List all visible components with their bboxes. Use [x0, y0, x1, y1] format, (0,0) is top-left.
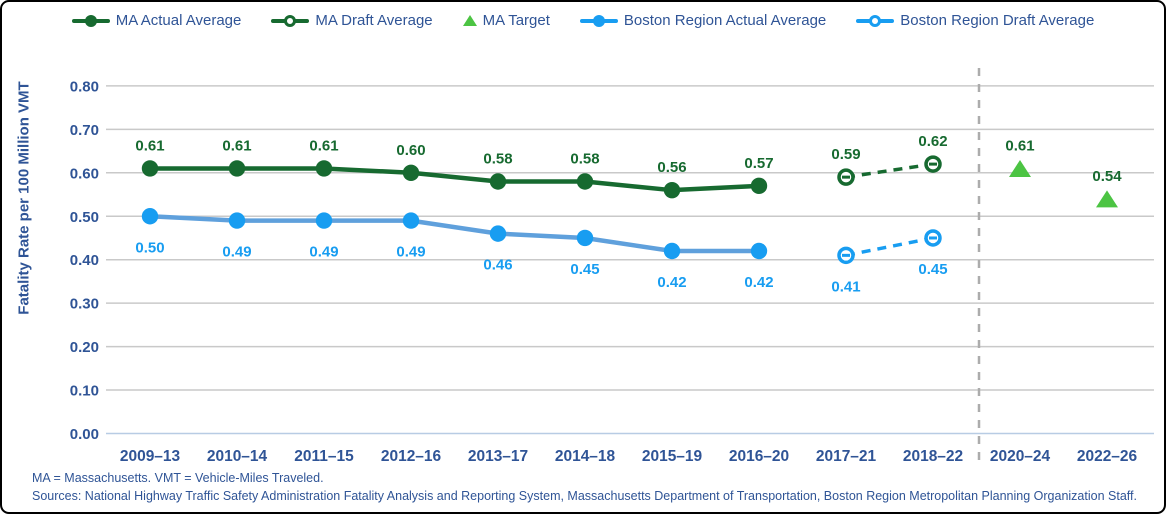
- ma-target-marker: [1009, 159, 1031, 177]
- boston-actual-data-label: 0.50: [135, 239, 164, 256]
- x-tick-label: 2016–20: [729, 448, 789, 465]
- ma-actual-data-label: 0.56: [657, 159, 686, 176]
- series-boston-draft: [837, 229, 942, 265]
- legend-label: MA Draft Average: [315, 12, 433, 29]
- legend-label: MA Target: [482, 12, 550, 29]
- series-ma-target: [1009, 159, 1118, 208]
- x-tick-label: 2014–18: [555, 448, 616, 465]
- boston-actual-data-label: 0.46: [483, 257, 512, 274]
- legend-triangle-icon: [462, 13, 477, 29]
- sources-note: Sources: National Highway Traffic Safety…: [32, 489, 1137, 504]
- x-tick-label: 2013–17: [468, 448, 528, 465]
- legend-item-3: Boston Region Actual Average: [579, 12, 827, 29]
- legend-item-4: Boston Region Draft Average: [856, 12, 1094, 29]
- ma-actual-marker: [750, 177, 768, 195]
- ma-target-data-label: 0.54: [1092, 168, 1122, 185]
- legend-item-2: MA Target: [462, 12, 550, 29]
- boston-actual-data-label: 0.45: [570, 261, 599, 278]
- ma-actual-marker: [228, 160, 246, 177]
- legend-filled-circle-line-icon: [579, 13, 618, 29]
- x-tick-label: 2022–26: [1077, 448, 1138, 465]
- boston-draft-line: [845, 236, 934, 258]
- boston-actual-marker: [228, 212, 246, 229]
- legend-open-circle-line-icon: [271, 13, 310, 29]
- series-ma-actual: [141, 160, 768, 199]
- x-tick-label: 2020–24: [990, 448, 1051, 465]
- legend-label: Boston Region Actual Average: [623, 12, 827, 29]
- boston-actual-data-label: 0.49: [396, 244, 425, 261]
- boston-draft-data-label: 0.41: [831, 278, 860, 295]
- ma-actual-marker: [489, 173, 507, 190]
- ma-target-marker: [1096, 190, 1118, 208]
- boston-actual-marker: [315, 212, 333, 229]
- boston-actual-marker: [576, 229, 594, 247]
- y-tick-label: 0.30: [70, 296, 99, 313]
- ma-actual-marker: [663, 181, 681, 199]
- ma-actual-marker: [402, 164, 420, 181]
- boston-actual-data-label: 0.42: [744, 274, 773, 291]
- ma-draft-line: [845, 162, 934, 179]
- ma-actual-data-label: 0.61: [309, 137, 338, 154]
- boston-actual-data-label: 0.49: [222, 244, 251, 261]
- abbreviation-note: MA = Massachusetts. VMT = Vehicle-Miles …: [32, 471, 324, 485]
- boston-actual-data-label: 0.49: [309, 244, 338, 261]
- x-tick-label: 2018–22: [903, 448, 963, 465]
- ma-actual-data-label: 0.58: [570, 150, 599, 167]
- legend-label: Boston Region Draft Average: [900, 12, 1095, 29]
- x-tick-label: 2017–21: [816, 448, 877, 465]
- boston-actual-data-label: 0.42: [657, 274, 686, 291]
- legend-item-0: MA Actual Average: [71, 12, 242, 29]
- y-tick-label: 0.50: [70, 209, 99, 226]
- ma-draft-data-label: 0.62: [918, 133, 947, 150]
- series-boston-actual: [141, 208, 768, 260]
- chart-legend: MA Actual Average MA Draft Average MA Targ…: [2, 12, 1164, 29]
- ma-draft-data-label: 0.59: [831, 146, 860, 163]
- ma-actual-data-label: 0.61: [135, 137, 164, 154]
- y-tick-label: 0.80: [70, 78, 99, 95]
- boston-actual-marker: [402, 212, 420, 229]
- x-tick-label: 2009–13: [120, 448, 181, 465]
- ma-actual-data-label: 0.57: [744, 155, 773, 172]
- y-tick-label: 0.00: [70, 426, 99, 443]
- ma-actual-data-label: 0.61: [222, 137, 251, 154]
- ma-target-data-label: 0.61: [1005, 137, 1034, 154]
- boston-draft-data-label: 0.45: [918, 261, 947, 278]
- ma-actual-marker: [315, 160, 333, 177]
- legend-filled-circle-line-icon: [71, 13, 110, 29]
- boston-actual-marker: [750, 242, 768, 260]
- ma-actual-marker: [576, 173, 594, 190]
- chart-footnotes: MA = Massachusetts. VMT = Vehicle-Miles …: [32, 469, 1137, 505]
- boston-actual-marker: [489, 225, 507, 242]
- y-tick-label: 0.40: [70, 252, 99, 269]
- x-tick-label: 2010–14: [207, 448, 268, 465]
- x-tick-label: 2015–19: [642, 448, 703, 465]
- ma-actual-data-label: 0.60: [396, 142, 425, 159]
- y-tick-label: 0.70: [70, 122, 99, 139]
- series-ma-draft: [837, 155, 942, 186]
- x-tick-label: 2011–15: [294, 448, 354, 465]
- y-tick-label: 0.10: [70, 383, 99, 400]
- legend-item-1: MA Draft Average: [271, 12, 433, 29]
- ma-actual-data-label: 0.58: [483, 150, 512, 167]
- ma-actual-line: [150, 166, 760, 193]
- legend-open-circle-line-icon: [856, 13, 895, 29]
- boston-actual-marker: [141, 208, 159, 225]
- legend-label: MA Actual Average: [115, 12, 242, 29]
- boston-actual-line: [149, 214, 759, 254]
- y-tick-label: 0.60: [70, 165, 99, 182]
- y-tick-label: 0.20: [70, 339, 99, 356]
- ma-actual-marker: [141, 160, 159, 177]
- boston-actual-marker: [663, 242, 681, 260]
- x-tick-label: 2012–16: [381, 448, 442, 465]
